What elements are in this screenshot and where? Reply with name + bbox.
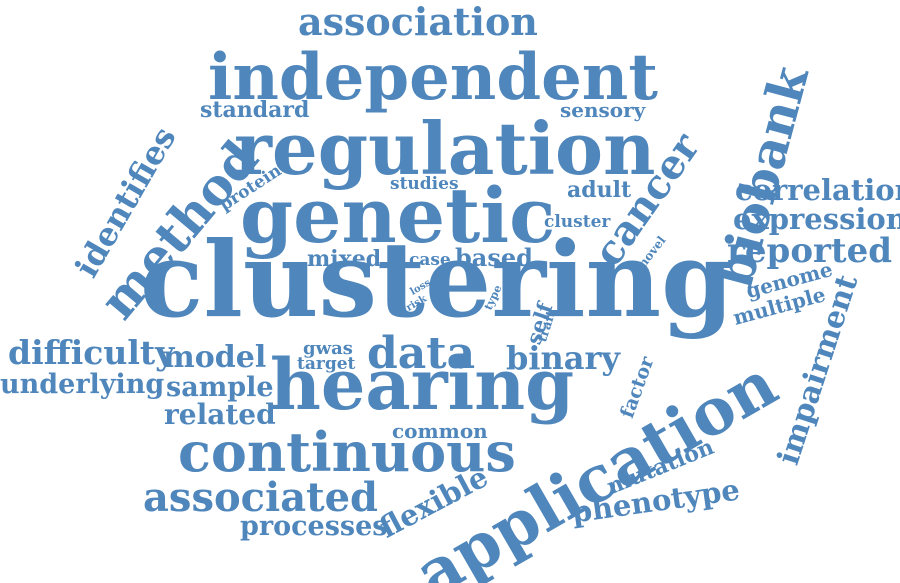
word-underlying: underlying <box>0 369 165 400</box>
word-based: based <box>455 243 533 272</box>
word-association: association <box>298 0 538 44</box>
word-independent: independent <box>208 40 658 115</box>
word-difficulty: difficulty <box>8 333 175 372</box>
word-related: related <box>164 398 276 431</box>
word-gwas: gwas <box>303 338 353 359</box>
word-hearing: hearing <box>270 343 575 426</box>
word-sensory: sensory <box>560 98 646 122</box>
word-model: model <box>163 340 267 375</box>
word-processes: processes <box>240 511 388 542</box>
word-expression: expression <box>733 202 900 236</box>
word-data: data <box>367 328 476 379</box>
word-sample: sample <box>166 372 274 403</box>
word-regulation: regulation <box>234 106 656 191</box>
word-mixed: mixed <box>307 246 382 272</box>
word-clustering: clustering <box>140 218 734 341</box>
word-cluster: cluster <box>544 212 611 232</box>
word-associated: associated <box>143 474 378 521</box>
word-target: target <box>297 354 356 374</box>
word-adult: adult <box>567 177 632 203</box>
word-genetic: genetic <box>240 171 556 260</box>
word-case: case <box>409 250 451 270</box>
word-standard: standard <box>200 97 310 123</box>
word-studies: studies <box>390 174 459 194</box>
word-common: common <box>392 419 488 443</box>
word-continuous: continuous <box>178 420 516 484</box>
word-reported: reported <box>727 231 893 271</box>
word-binary: binary <box>506 339 620 377</box>
word-correlation: correlation <box>735 173 900 207</box>
